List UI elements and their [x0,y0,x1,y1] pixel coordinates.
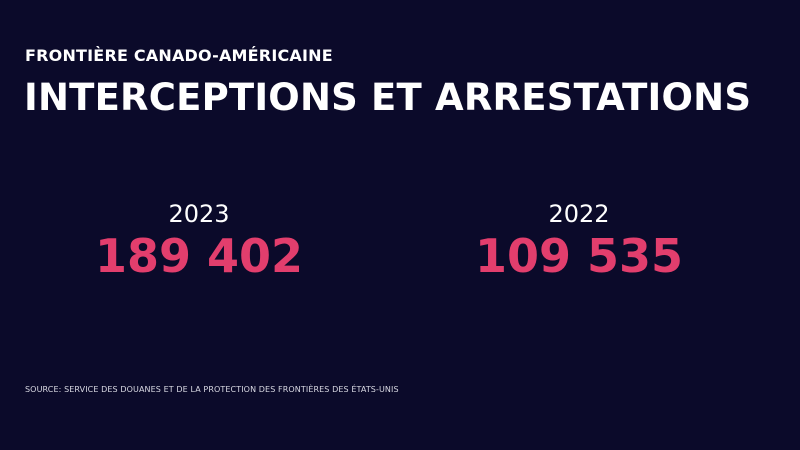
stat-value: 109 535 [474,229,684,283]
main-title: INTERCEPTIONS ET ARRESTATIONS [24,76,752,119]
stat-value: 189 402 [94,229,304,283]
source-note: SOURCE: SERVICE DES DOUANES ET DE LA PRO… [25,385,399,394]
stat-year: 2022 [548,200,610,228]
stat-year: 2023 [168,200,230,228]
stat-block-2023: 2023 189 402 [78,200,320,282]
kicker-heading: FRONTIÈRE CANADO-AMÉRICAINE [25,46,333,65]
stat-block-2022: 2022 109 535 [458,200,700,282]
